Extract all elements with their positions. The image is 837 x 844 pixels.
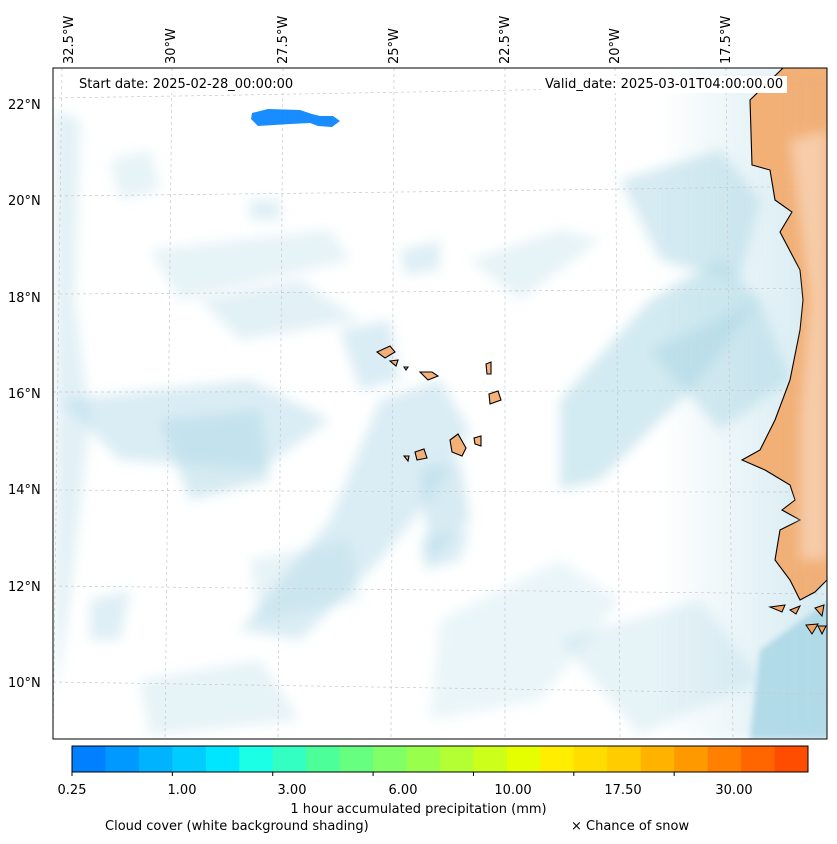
start-date-label: Start date: 2025-02-28_00:00:00 bbox=[75, 76, 298, 93]
brava bbox=[402, 455, 410, 463]
sao-vicente bbox=[388, 359, 399, 367]
lon-label-25w: 25°W bbox=[387, 28, 402, 64]
precipitation-patch bbox=[251, 109, 340, 127]
santiago bbox=[449, 433, 467, 457]
colorbar-segment bbox=[540, 746, 575, 772]
snow-note: × Chance of snow bbox=[571, 819, 690, 834]
guinea-bissau-islands bbox=[768, 604, 827, 636]
lon-label-32-5w: 32.5°W bbox=[62, 15, 77, 64]
map-frame bbox=[52, 67, 828, 740]
lon-label-30w: 30°W bbox=[164, 28, 179, 64]
cloud-cover-note: Cloud cover (white background shading) bbox=[105, 819, 369, 834]
colorbar-tick-label: 30.00 bbox=[715, 783, 753, 798]
sal bbox=[485, 361, 492, 375]
colorbar-segment bbox=[138, 746, 173, 772]
lon-label-22-5w: 22.5°W bbox=[498, 15, 513, 64]
lat-label-16n: 16°N bbox=[8, 387, 41, 402]
colorbar-segment bbox=[440, 746, 474, 772]
colorbar-segment bbox=[707, 746, 742, 772]
colorbar-segment bbox=[674, 746, 709, 772]
graticule bbox=[53, 68, 827, 739]
lat-label-18n: 18°N bbox=[8, 291, 41, 306]
colorbar-segment bbox=[506, 746, 541, 772]
lat-label-20n: 20°N bbox=[8, 194, 41, 209]
colorbar-ticks bbox=[71, 772, 675, 776]
colorbar-tick-label: 6.00 bbox=[388, 783, 418, 798]
colorbar-segment bbox=[406, 746, 441, 772]
colorbar-segment bbox=[473, 746, 508, 772]
colorbar bbox=[71, 745, 809, 773]
lat-label-10n: 10°N bbox=[8, 676, 41, 691]
sao-nicolau bbox=[418, 371, 440, 381]
lat-label-12n: 12°N bbox=[8, 580, 41, 595]
colorbar-segment bbox=[741, 746, 776, 772]
colorbar-segment bbox=[339, 746, 374, 772]
colorbar-segment bbox=[774, 746, 809, 772]
lat-label-22n: 22°N bbox=[8, 98, 41, 113]
lat-label-14n: 14°N bbox=[8, 483, 41, 498]
colorbar-frame bbox=[71, 745, 809, 773]
colorbar-segment bbox=[306, 746, 341, 772]
cape-verde-islands bbox=[375, 345, 502, 463]
colorbar-tick-label: 0.25 bbox=[57, 783, 87, 798]
santo-antao bbox=[375, 345, 396, 359]
lon-label-17-5w: 17.5°W bbox=[719, 15, 734, 64]
colorbar-segment bbox=[239, 746, 274, 772]
africa-interior-shading bbox=[790, 130, 827, 560]
santa-luzia bbox=[402, 366, 410, 371]
valid-date-label: Valid_date: 2025-03-01T04:00:00.00 bbox=[541, 76, 788, 93]
lon-label-20w: 20°W bbox=[608, 28, 623, 64]
colorbar-tick-label: 3.00 bbox=[277, 783, 307, 798]
colorbar-segment bbox=[72, 746, 106, 772]
colorbar-segment bbox=[105, 746, 140, 772]
boa-vista bbox=[488, 390, 502, 405]
cloud-dense-southeast bbox=[750, 602, 827, 739]
colorbar-segment bbox=[607, 746, 642, 772]
colorbar-segment bbox=[640, 746, 675, 772]
colorbar-segment bbox=[373, 746, 408, 772]
colorbar-segment bbox=[272, 746, 307, 772]
lon-label-27-5w: 27.5°W bbox=[276, 15, 291, 64]
colorbar-title: 1 hour accumulated precipitation (mm) bbox=[290, 802, 547, 817]
colorbar-tick-label: 17.50 bbox=[604, 783, 642, 798]
maio bbox=[473, 435, 482, 447]
fogo bbox=[414, 448, 428, 461]
colorbar-segment bbox=[573, 746, 608, 772]
colorbar-tick-label: 10.00 bbox=[494, 783, 532, 798]
colorbar-segment bbox=[172, 746, 207, 772]
colorbar-tick-label: 1.00 bbox=[167, 783, 197, 798]
colorbar-segment bbox=[205, 746, 240, 772]
